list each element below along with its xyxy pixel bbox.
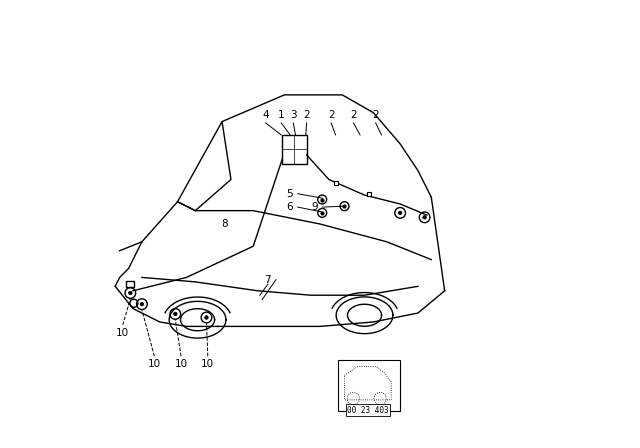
Text: 9: 9 (311, 202, 318, 212)
Text: 1: 1 (278, 110, 285, 120)
Text: 10: 10 (201, 359, 214, 369)
Text: 2: 2 (350, 110, 356, 120)
Text: 6: 6 (287, 202, 293, 212)
Bar (338, 360, 400, 411)
Text: 8: 8 (221, 219, 228, 229)
Circle shape (173, 312, 177, 316)
Text: 00 23 403: 00 23 403 (347, 405, 388, 414)
Bar (126, 281, 134, 287)
Text: 10: 10 (175, 359, 188, 369)
Bar (282, 135, 307, 164)
Circle shape (398, 211, 402, 215)
Text: 7: 7 (264, 275, 271, 284)
Text: 4: 4 (262, 110, 269, 120)
Text: 2: 2 (372, 110, 379, 120)
Circle shape (129, 291, 132, 295)
Circle shape (205, 316, 208, 319)
Text: 10: 10 (148, 359, 161, 369)
Circle shape (423, 215, 426, 219)
Text: 2: 2 (303, 110, 310, 120)
Text: 3: 3 (290, 110, 296, 120)
Text: 10: 10 (116, 328, 129, 338)
Text: 5: 5 (287, 189, 293, 199)
Text: 2: 2 (328, 110, 335, 120)
Circle shape (140, 302, 144, 306)
